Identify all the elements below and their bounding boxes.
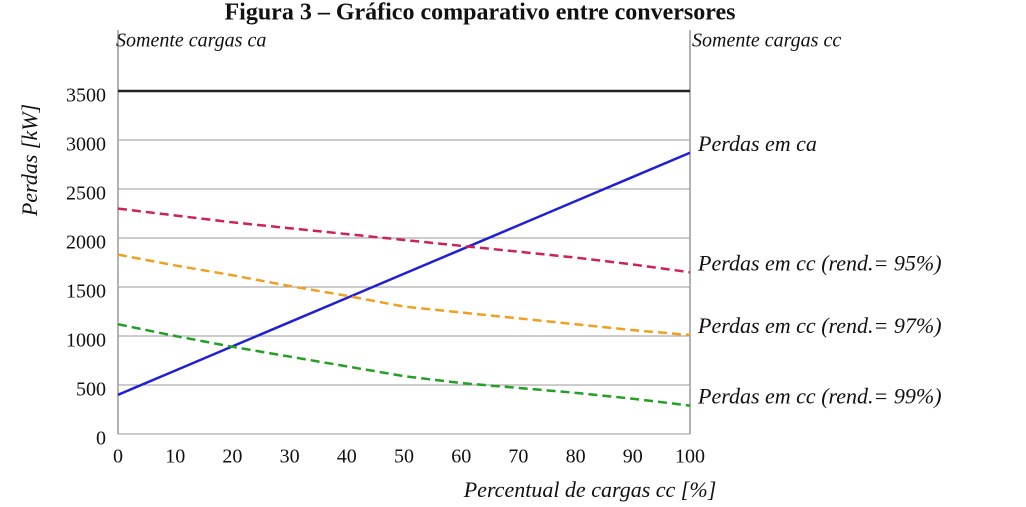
series-label: Perdas em ca: [697, 131, 817, 156]
y-tick-label: 2000: [66, 232, 106, 254]
x-tick-label: 40: [337, 446, 357, 468]
series-label: Perdas em cc (rend.= 95%): [697, 250, 942, 275]
chart-title: Figura 3 – Gráfico comparativo entre con…: [225, 0, 736, 26]
series-label: Perdas em cc (rend.= 99%): [697, 384, 942, 409]
series-label: Perdas em cc (rend.= 97%): [697, 313, 942, 338]
x-tick-label: 70: [508, 446, 528, 468]
y-tick-label: 3500: [66, 85, 106, 107]
x-axis-label: Percentual de cargas cc [%]: [463, 477, 717, 502]
x-tick-label: 0: [113, 446, 123, 468]
y-tick-label: 1500: [66, 281, 106, 303]
x-tick-label: 10: [165, 446, 185, 468]
left-note: Somente cargas ca: [116, 30, 266, 52]
x-tick-label: 50: [394, 446, 414, 468]
y-tick-label: 500: [76, 379, 106, 401]
y-axis-label: Perdas [kW]: [17, 104, 42, 217]
y-tick-label: 1000: [66, 330, 106, 352]
series-line: [117, 253, 691, 337]
series-line: [117, 323, 691, 407]
right-note: Somente cargas cc: [692, 30, 841, 52]
x-tick-label: 60: [451, 446, 471, 468]
y-tick-label: 2500: [66, 183, 106, 205]
x-tick-label: 100: [675, 446, 705, 468]
y-tick-label: 0: [96, 428, 106, 450]
series-line: [117, 207, 691, 274]
x-tick-label: 20: [222, 446, 242, 468]
x-tick-label: 80: [566, 446, 586, 468]
x-tick-label: 30: [280, 446, 300, 468]
series-line: [117, 151, 691, 396]
x-tick-label: 90: [623, 446, 643, 468]
y-tick-label: 3000: [66, 134, 106, 156]
